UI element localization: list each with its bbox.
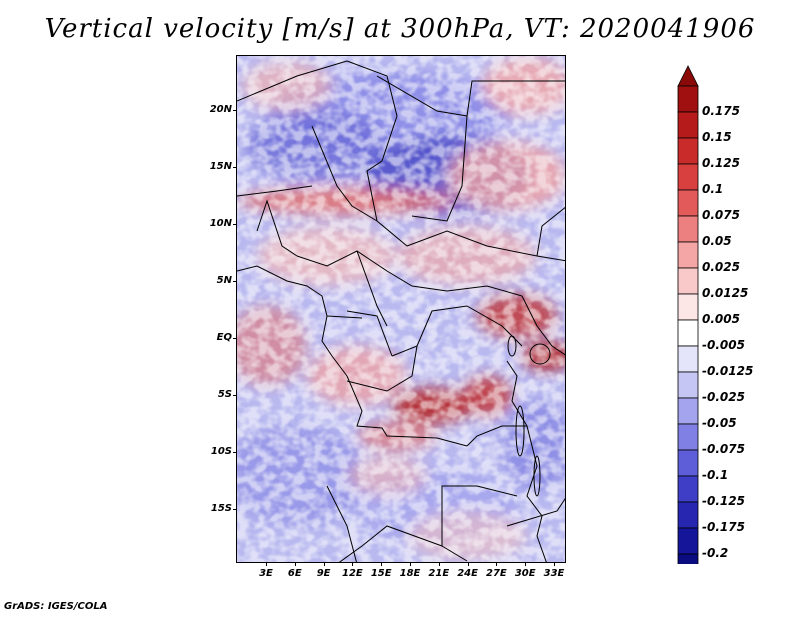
lat-tick-mark xyxy=(233,167,237,168)
colorbar-label: 0.075 xyxy=(702,208,740,222)
lat-tick-label: EQ xyxy=(216,332,232,343)
colorbar-swatch xyxy=(677,319,699,347)
lon-tick-mark xyxy=(467,562,469,566)
colorbar-label: 0.15 xyxy=(702,130,732,144)
colorbar-label: -0.005 xyxy=(702,338,745,352)
lon-tick-label: 18E xyxy=(399,568,421,579)
colorbar-swatch xyxy=(677,241,699,269)
colorbar-swatch xyxy=(677,553,699,564)
lon-tick-label: 24E xyxy=(457,568,478,579)
lat-tick-label: 15S xyxy=(210,503,232,514)
colorbar-swatch xyxy=(677,345,699,373)
lon-tick-label: 6E xyxy=(287,568,302,579)
colorbar-label: 0.175 xyxy=(702,104,740,118)
lat-tick-label: 10N xyxy=(209,218,232,229)
lat-tick-mark xyxy=(233,452,237,453)
map-panel xyxy=(236,55,566,563)
lon-tick-mark xyxy=(266,562,267,566)
lon-tick-label: 30E xyxy=(514,568,536,579)
colorbar-label: -0.1 xyxy=(702,468,729,482)
colorbar-label: -0.125 xyxy=(702,494,745,508)
colorbar-swatch xyxy=(677,371,699,399)
colorbar-swatch xyxy=(677,137,699,165)
colorbar-label: 0.005 xyxy=(702,312,740,326)
lat-tick-mark xyxy=(233,509,237,510)
lat-tick-mark xyxy=(233,110,237,111)
lon-tick-mark xyxy=(352,562,354,566)
lat-tick-mark xyxy=(233,224,237,225)
colorbar-label: 0.1 xyxy=(702,182,724,196)
lon-tick-mark xyxy=(496,562,498,566)
lon-tick-mark xyxy=(438,562,440,566)
lon-tick-label: 12E xyxy=(342,568,363,579)
colorbar xyxy=(677,65,699,564)
lat-tick-mark xyxy=(233,338,237,339)
colorbar-label: -0.0125 xyxy=(702,364,754,378)
lon-tick-mark xyxy=(525,562,527,566)
colorbar-top-arrow xyxy=(677,65,699,87)
lon-tick-label: 33E xyxy=(543,568,565,579)
lat-tick-mark xyxy=(233,395,237,396)
colorbar-swatch xyxy=(677,85,699,113)
field-texture xyxy=(237,56,565,562)
colorbar-swatch xyxy=(677,163,699,191)
colorbar-label: -0.025 xyxy=(702,390,745,404)
lon-tick-mark xyxy=(554,562,555,566)
colorbar-label: -0.05 xyxy=(702,416,737,430)
colorbar-label: -0.2 xyxy=(702,546,729,560)
colorbar-swatch xyxy=(677,293,699,321)
colorbar-label: 0.125 xyxy=(702,156,740,170)
country-borders xyxy=(237,60,565,562)
colorbar-swatch xyxy=(677,397,699,425)
lon-tick-label: 27E xyxy=(486,568,507,579)
colorbar-label: 0.025 xyxy=(702,260,740,274)
lon-tick-label: 3E xyxy=(259,568,273,579)
colorbar-swatch xyxy=(677,527,699,555)
colorbar-swatch xyxy=(677,501,699,529)
lat-tick-label: 15N xyxy=(209,161,232,172)
colorbar-swatch xyxy=(677,189,699,217)
lon-tick-mark xyxy=(323,562,325,566)
colorbar-label: 0.0125 xyxy=(702,286,749,300)
lon-tick-label: 21E xyxy=(428,568,450,579)
lon-tick-mark xyxy=(381,562,383,566)
lat-tick-label: 10S xyxy=(210,446,232,457)
colorbar-label: 0.05 xyxy=(702,234,732,248)
lat-tick-mark xyxy=(233,281,237,282)
colorbar-label: -0.175 xyxy=(702,520,745,534)
lat-tick-label: 5S xyxy=(217,389,232,400)
colorbar-swatch xyxy=(677,111,699,139)
lon-tick-mark xyxy=(294,562,296,566)
colorbar-swatch xyxy=(677,267,699,295)
colorbar-swatch xyxy=(677,475,699,503)
colorbar-swatch xyxy=(677,423,699,451)
lat-tick-label: 5N xyxy=(216,275,232,286)
lat-tick-label: 20N xyxy=(209,104,232,115)
grads-credit: GrADS: IGES/COLA xyxy=(4,601,108,612)
lon-tick-label: 15E xyxy=(370,568,392,579)
lon-tick-mark xyxy=(410,562,411,566)
lon-tick-label: 9E xyxy=(316,568,331,579)
map-title: Vertical velocity [m/s] at 300hPa, VT: 2… xyxy=(44,14,756,44)
colorbar-swatch xyxy=(677,215,699,243)
velocity-field xyxy=(237,56,565,562)
colorbar-label: -0.075 xyxy=(702,442,745,456)
colorbar-swatch xyxy=(677,449,699,477)
